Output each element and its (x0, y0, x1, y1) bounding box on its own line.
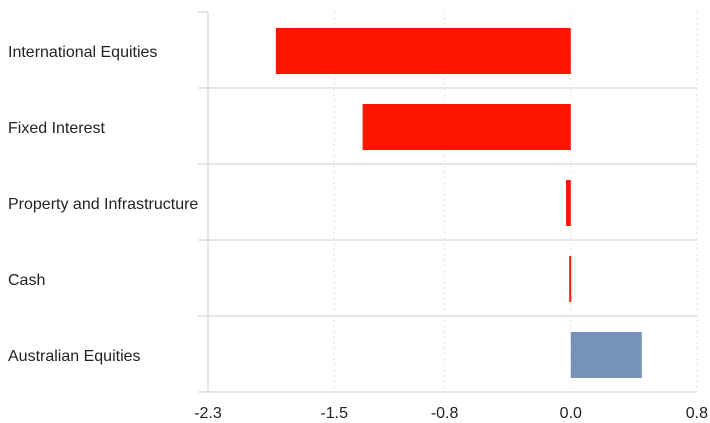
bars (275, 28, 642, 378)
x-tick-label: 0.8 (686, 405, 708, 422)
x-tick-label: -0.8 (431, 405, 459, 422)
x-tick-label: -2.3 (194, 405, 222, 422)
x-tick-label: -1.5 (320, 405, 348, 422)
category-label: Fixed Interest (8, 120, 105, 137)
bar-australian-equities (570, 332, 642, 378)
category-label: Cash (8, 272, 45, 289)
category-separators (208, 87, 697, 317)
axes (198, 11, 697, 393)
category-label: Property and Infrastructure (8, 196, 198, 213)
bar-international-equities (275, 28, 571, 74)
category-label: Australian Equities (8, 348, 141, 365)
bar-fixed-interest (362, 104, 571, 150)
category-label: International Equities (8, 44, 157, 61)
bar-property-and-infrastructure (566, 180, 571, 226)
x-tick-label: 0.0 (560, 405, 582, 422)
bar-cash (569, 256, 572, 302)
category-labels: International Equities Fixed Interest Prop… (8, 44, 198, 365)
tick-labels: -2.3 -1.5 -0.8 0.0 0.8 (194, 405, 708, 422)
